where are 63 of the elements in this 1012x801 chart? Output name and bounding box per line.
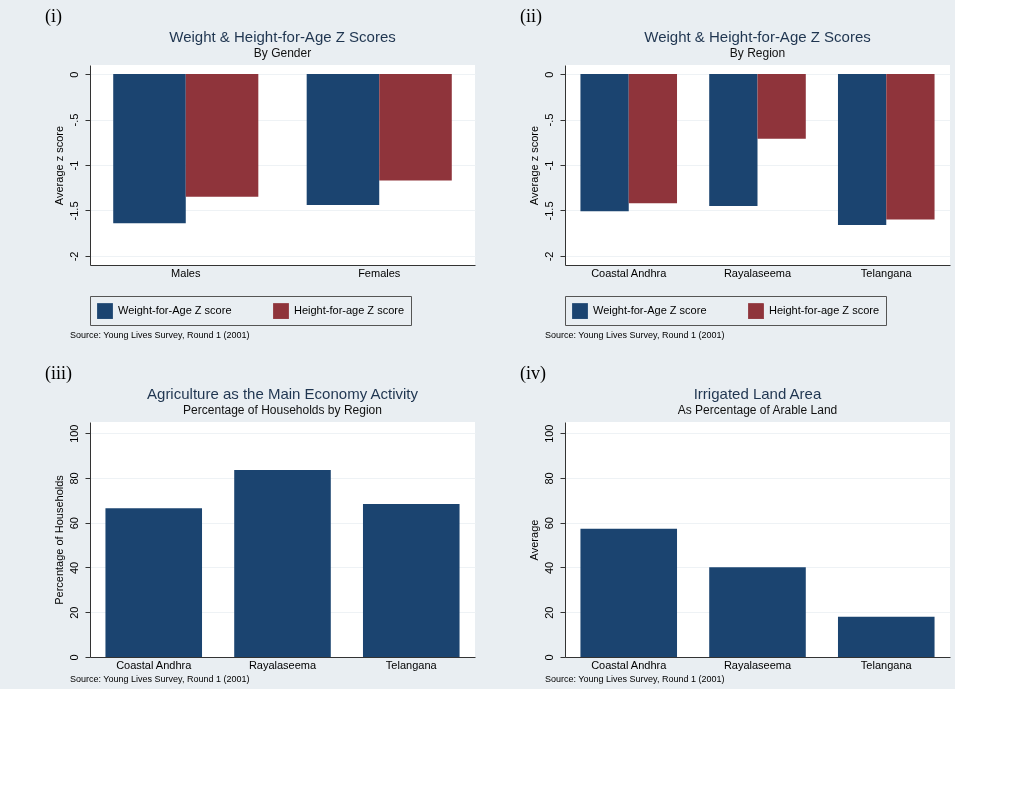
chart-subtitle: By Region <box>729 46 786 60</box>
source-note: Source: Young Lives Survey, Round 1 (2001) <box>70 674 250 684</box>
y-tick-label: -2 <box>67 251 80 262</box>
y-tick-label: 20 <box>542 606 555 619</box>
bar <box>580 528 678 657</box>
text: (ii) <box>520 6 542 27</box>
y-tick-label: 0 <box>67 71 80 78</box>
bar <box>105 508 203 657</box>
text: (i) <box>45 6 62 27</box>
y-tick-label: 60 <box>542 517 555 530</box>
bar <box>709 567 806 657</box>
x-tick-label: Telangana <box>860 658 913 671</box>
x-tick-label: Males <box>171 266 201 279</box>
x-tick-label: Rayalaseema <box>723 266 793 279</box>
chart-subtitle: By Gender <box>253 46 312 60</box>
x-tick-label: Coastal Andhra <box>591 658 668 671</box>
y-tick-label: 40 <box>67 561 80 575</box>
legend-label: Weight-for-Age Z score <box>593 304 707 317</box>
y-tick-label: 80 <box>542 472 555 485</box>
source-note: Source: Young Lives Survey, Round 1 (2001) <box>545 330 725 340</box>
text: (iii) <box>45 363 72 384</box>
y-tick-label: -1 <box>542 160 555 171</box>
y-axis-title: Average z score <box>527 125 540 206</box>
y-tick-label: 80 <box>67 472 80 485</box>
legend-label: Height-for-age Z score <box>294 304 405 317</box>
bar <box>837 616 935 657</box>
x-tick-label: Telangana <box>385 658 438 671</box>
x-tick-label: Telangana <box>860 266 913 279</box>
chart-title: Agriculture as the Main Economy Activity <box>147 385 419 402</box>
chart-subtitle: As Percentage of Arable Land <box>677 403 838 417</box>
chart-subtitle: Percentage of Households by Region <box>183 403 382 417</box>
chart-title: Irrigated Land Area <box>693 385 822 402</box>
bar <box>362 503 460 657</box>
chart-title: Weight & Height-for-Age Z Scores <box>644 28 871 45</box>
legend-label: Height-for-age Z score <box>769 304 880 317</box>
y-tick-label: -1.5 <box>542 201 555 221</box>
bar <box>234 469 331 657</box>
y-axis-title: Percentage of Households <box>52 474 65 605</box>
x-tick-label: Coastal Andhra <box>116 658 193 671</box>
chart-title: Weight & Height-for-Age Z Scores <box>169 28 396 45</box>
y-tick-label: 100 <box>542 424 555 443</box>
source-note: Source: Young Lives Survey, Round 1 (2001) <box>70 330 250 340</box>
y-tick-label: 100 <box>67 424 80 443</box>
legend-label: Weight-for-Age Z score <box>118 304 232 317</box>
y-axis-title: Average z score <box>52 125 65 206</box>
y-axis-title: Average <box>527 519 540 561</box>
y-tick-label: 0 <box>67 654 80 661</box>
y-tick-label: -.5 <box>67 113 80 127</box>
x-tick-label: Coastal Andhra <box>591 266 668 279</box>
x-tick-label: Females <box>358 266 401 279</box>
x-tick-label: Rayalaseema <box>723 658 793 671</box>
y-tick-label: -2 <box>542 251 555 262</box>
y-tick-label: 40 <box>542 561 555 575</box>
y-tick-label: -1.5 <box>67 201 80 221</box>
y-tick-label: -1 <box>67 160 80 171</box>
y-tick-label: 0 <box>542 71 555 78</box>
y-tick-label: -.5 <box>542 113 555 127</box>
y-tick-label: 0 <box>542 654 555 661</box>
source-note: Source: Young Lives Survey, Round 1 (2001) <box>545 674 725 684</box>
y-tick-label: 20 <box>67 606 80 619</box>
x-tick-label: Rayalaseema <box>248 658 318 671</box>
text: (iv) <box>520 363 546 384</box>
y-tick-label: 60 <box>67 517 80 530</box>
